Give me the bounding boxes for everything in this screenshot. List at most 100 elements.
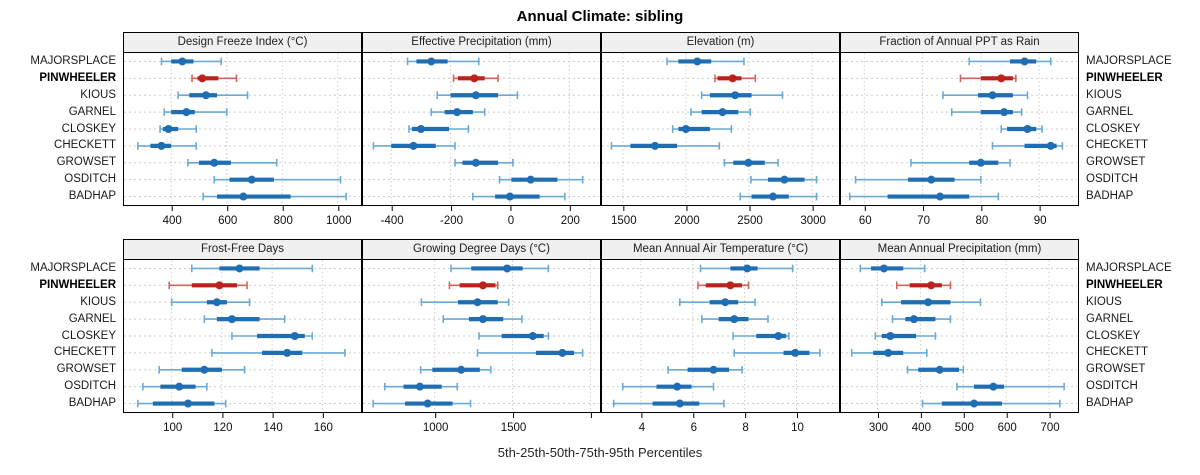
errorbar-osditch xyxy=(750,175,818,184)
station-label-garnel: GARNEL xyxy=(68,105,116,118)
errorbar-kious xyxy=(436,91,519,100)
axis-tick-label: 0 xyxy=(507,215,513,227)
median-dot xyxy=(909,315,918,324)
errorbar-checkett xyxy=(733,348,821,357)
median-dot xyxy=(1046,141,1055,150)
panel-x-axis: 60 70 80 90 xyxy=(858,206,1046,227)
panel-plot-area xyxy=(124,260,360,412)
errorbar-badhap xyxy=(848,192,1000,201)
median-dot xyxy=(731,91,740,100)
station-label-pinwheeler: PINWHEELER xyxy=(1086,71,1163,84)
errorbar-badhap xyxy=(202,192,347,201)
median-dot xyxy=(989,382,998,391)
errorbar-pinwheeler xyxy=(895,281,952,290)
median-dot xyxy=(730,315,739,324)
errorbar-majorsplace xyxy=(968,57,1052,66)
axis-tick-label: 2500 xyxy=(737,215,763,227)
panel-group: Design Freeze Index (°C) 400 600 800 1000 Eff… xyxy=(123,32,1079,232)
errorbar-growset xyxy=(910,158,1011,167)
panel-title: Design Freeze Index (°C) xyxy=(124,33,361,53)
panel-elevation-m-: Elevation (m) 1500 2000 2500 3000 xyxy=(601,32,840,232)
station-label-garnel: GARNEL xyxy=(68,312,116,325)
panel-frost-free-days: Frost-Free Days 100 120 140 160 xyxy=(123,239,362,439)
station-label-osditch: OSDITCH xyxy=(1086,173,1138,186)
axis-tick-label: 2000 xyxy=(674,215,700,227)
median-dot xyxy=(423,399,432,408)
median-dot xyxy=(675,399,684,408)
axis-tick-label: 100 xyxy=(163,422,182,434)
station-label-osditch: OSDITCH xyxy=(64,173,116,186)
errorbar-majorsplace xyxy=(859,264,926,273)
median-dot xyxy=(651,141,660,150)
percentiles-caption: 5th-25th-50th-75th-95th Percentiles xyxy=(497,445,703,460)
panel-plot-area xyxy=(841,53,1077,205)
station-label-kious: KIOUS xyxy=(1086,88,1122,101)
errorbar-checkett xyxy=(476,348,584,357)
errorbar-closkey xyxy=(159,125,197,133)
axis-tick-label: 200 xyxy=(560,215,579,227)
panel-x-axis: 1000 1500 xyxy=(422,413,592,434)
errorbar-garnel xyxy=(950,108,1023,117)
median-dot xyxy=(924,298,933,307)
median-dot xyxy=(457,365,466,374)
median-dot xyxy=(290,332,299,340)
station-label-kious: KIOUS xyxy=(1086,295,1122,308)
median-dot xyxy=(884,348,893,357)
panel-growing-degree-days-c-: Growing Degree Days (°C) 1000 1500 xyxy=(362,239,601,439)
errorbar-kious xyxy=(177,91,249,100)
station-label-majorsplace: MAJORSPLACE xyxy=(30,54,116,67)
errorbar-majorsplace xyxy=(190,264,314,273)
station-label-pinwheeler: PINWHEELER xyxy=(39,71,116,84)
errorbar-majorsplace xyxy=(406,57,480,66)
axis-tick-label: 400 xyxy=(162,215,181,227)
axis-tick-label: 600 xyxy=(997,422,1016,434)
panel-frame: Mean Annual Precipitation (mm) xyxy=(840,239,1079,413)
station-label-kious: KIOUS xyxy=(80,88,116,101)
station-label-growset: GROWSET xyxy=(56,363,116,376)
median-dot xyxy=(470,74,479,83)
median-dot xyxy=(175,382,184,391)
panel-x-axis: 400 600 800 1000 xyxy=(162,206,351,227)
axis-tick-label: 400 xyxy=(911,422,930,434)
errorbar-majorsplace xyxy=(699,264,794,273)
panel-frame: Mean Annual Air Temperature (°C) xyxy=(601,239,840,413)
median-dot xyxy=(936,192,945,201)
panel-x-axis: 100 120 140 160 xyxy=(163,413,332,434)
errorbar-checkett xyxy=(610,141,721,150)
panel-title: Frost-Free Days xyxy=(124,240,361,260)
chart-title: Annual Climate: sibling xyxy=(516,8,684,25)
errorbar-checkett xyxy=(137,141,197,150)
station-label-osditch: OSDITCH xyxy=(64,380,116,393)
trellis-panels-container: MAJORSPLACE PINWHEELER KIOUS GARNEL CLOSKEY C… xyxy=(0,32,1200,439)
median-dot xyxy=(239,192,248,201)
panel-frame: Growing Degree Days (°C) xyxy=(362,239,601,413)
errorbar-garnel xyxy=(442,315,523,324)
median-dot xyxy=(558,348,567,357)
median-dot xyxy=(184,399,193,408)
errorbar-checkett xyxy=(850,348,928,357)
station-labels-right: MAJORSPLACE PINWHEELER KIOUS GARNEL CLOSKEY C… xyxy=(1079,32,1200,206)
panel-row-1: MAJORSPLACE PINWHEELER KIOUS GARNEL CLOSKEY C… xyxy=(0,32,1200,232)
errorbar-closkey xyxy=(671,125,733,133)
axis-tick-label: 6 xyxy=(690,422,696,434)
axis-tick-label: 800 xyxy=(273,215,292,227)
median-dot xyxy=(182,108,191,117)
median-dot xyxy=(178,57,187,66)
axis-tick-label: 1000 xyxy=(325,215,351,227)
panel-title: Effective Precipitation (mm) xyxy=(363,33,600,53)
errorbar-garnel xyxy=(891,315,952,324)
median-dot xyxy=(416,125,425,133)
panel-mean-annual-air-temperature-c-: Mean Annual Air Temperature (°C) 4 6 8 10 xyxy=(601,239,840,439)
errorbar-closkey xyxy=(478,332,550,340)
median-dot xyxy=(409,141,418,150)
axis-tick-label: 3000 xyxy=(800,215,826,227)
station-label-majorsplace: MAJORSPLACE xyxy=(1086,261,1172,274)
station-label-growset: GROWSET xyxy=(56,156,116,169)
median-dot xyxy=(526,175,535,184)
median-dot xyxy=(769,192,778,201)
station-label-pinwheeler: PINWHEELER xyxy=(39,278,116,291)
panel-x-axis: 4 6 8 10 xyxy=(638,413,803,434)
errorbar-checkett xyxy=(372,141,456,150)
axis-tick-label: 1500 xyxy=(500,422,526,434)
median-dot xyxy=(478,315,487,324)
